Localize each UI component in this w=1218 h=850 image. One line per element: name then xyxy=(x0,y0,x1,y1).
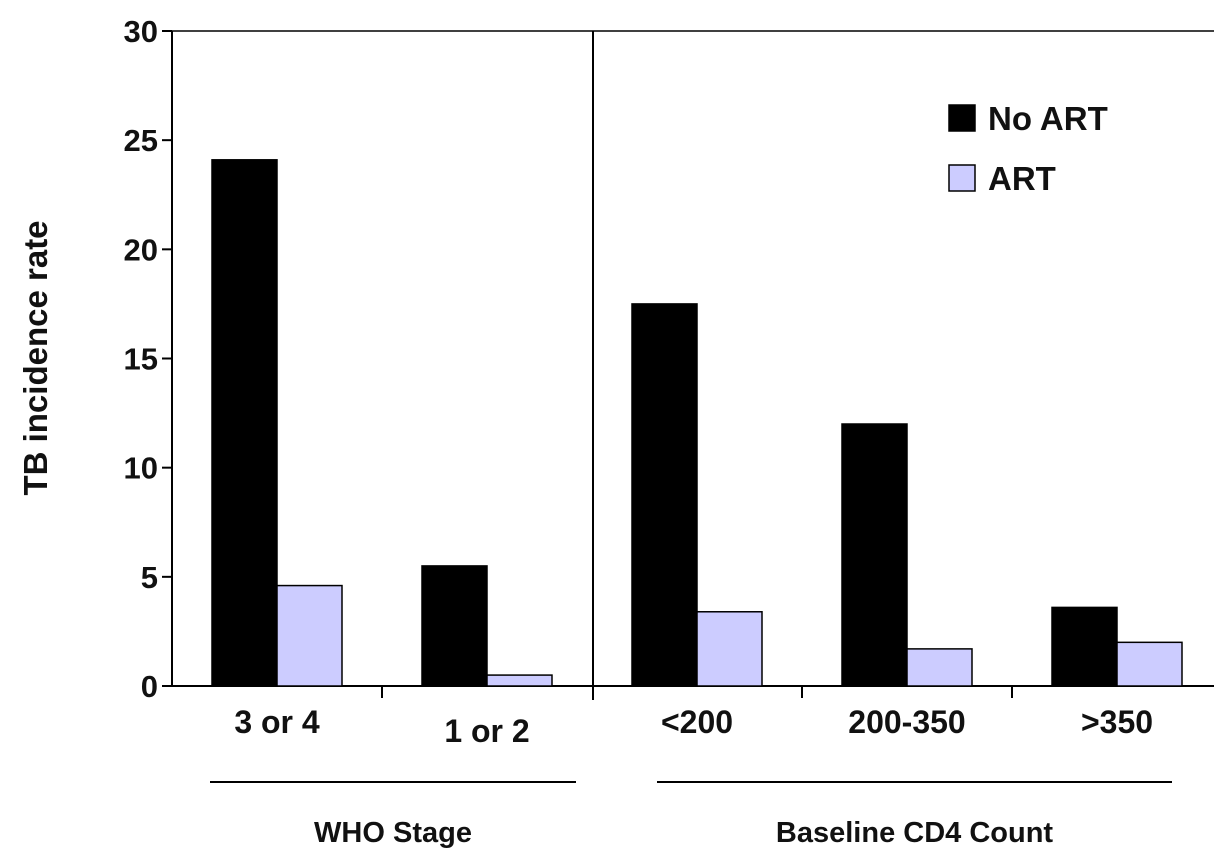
category-label: 3 or 4 xyxy=(234,704,320,740)
bar-art xyxy=(1116,641,1183,687)
bar-art xyxy=(696,611,763,687)
legend-swatch xyxy=(948,164,976,192)
category-label: 200-350 xyxy=(848,704,965,740)
group-labels: WHO Stage Baseline CD4 Count xyxy=(210,781,1172,849)
category-labels: 3 or 4 1 or 2 <200 200-350 >350 xyxy=(234,704,1153,749)
y-tick-label: 0 xyxy=(141,669,158,704)
y-tick-label: 30 xyxy=(124,14,158,49)
bar-art xyxy=(906,648,973,687)
bar-no-art xyxy=(421,565,488,687)
group-label: Baseline CD4 Count xyxy=(776,817,1053,849)
y-tick-label: 25 xyxy=(124,123,158,158)
bar-art xyxy=(486,674,553,687)
category-label: >350 xyxy=(1081,704,1153,740)
bar-no-art xyxy=(631,303,698,687)
legend-label: No ART xyxy=(988,100,1108,137)
bar-art xyxy=(276,584,343,687)
y-tick-label: 20 xyxy=(124,232,158,267)
bar-no-art xyxy=(1051,606,1118,687)
legend: No ART ART xyxy=(948,100,1108,197)
bars xyxy=(211,159,1183,687)
category-label: 1 or 2 xyxy=(444,713,529,749)
bar-no-art xyxy=(841,423,908,687)
group-label: WHO Stage xyxy=(314,817,472,849)
y-axis-title: TB incidence rate xyxy=(17,220,54,495)
bar-no-art xyxy=(211,159,278,687)
y-tick-label: 5 xyxy=(141,560,158,595)
y-tick-label: 10 xyxy=(124,451,158,486)
category-label: <200 xyxy=(661,704,733,740)
legend-label: ART xyxy=(988,160,1056,197)
x-axis-ticks xyxy=(381,686,1013,698)
y-tick-label: 15 xyxy=(124,342,158,377)
legend-swatch xyxy=(948,104,976,132)
y-axis-ticks: 0 5 10 15 20 25 30 xyxy=(124,14,172,704)
